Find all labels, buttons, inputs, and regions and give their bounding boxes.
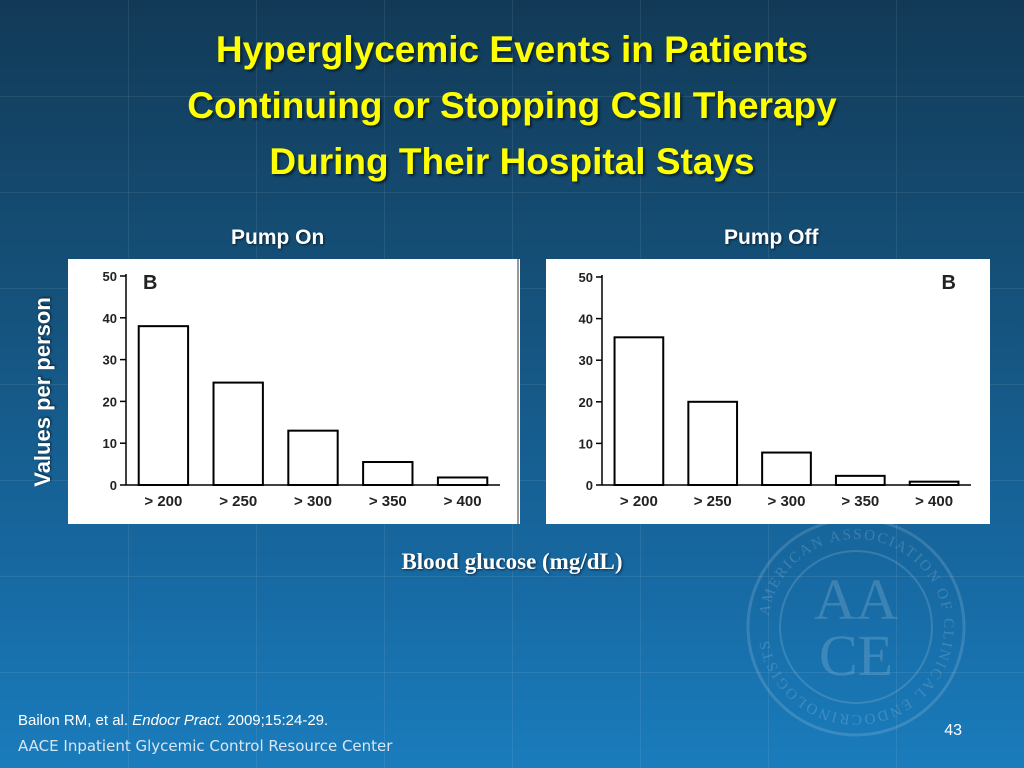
citation: Bailon RM, et al. Endocr Pract. 2009;15:…	[18, 712, 328, 729]
citation-details: 2009;15:24-29.	[223, 712, 329, 729]
y-tick-label: 0	[110, 478, 117, 493]
chart-panel-pump-on: 0 10 20 30 40 50 > 200 > 250 > 300 > 350 > 400 B	[68, 259, 520, 524]
bar	[212, 381, 264, 486]
citation-journal: Endocr Pract.	[132, 712, 224, 729]
y-axis-label: Values per person	[30, 297, 55, 487]
bar	[362, 461, 414, 486]
x-tick-label: > 200	[620, 493, 658, 510]
bar	[834, 474, 886, 487]
x-tick-label: > 250	[219, 493, 257, 510]
x-tick-label: > 200	[144, 493, 182, 510]
slide-title-line-2: Continuing or Stopping CSII Therapy	[187, 85, 837, 126]
panel-letter: B	[143, 272, 157, 294]
panel-title-pump-off: Pump Off	[724, 226, 819, 249]
y-tick-label: 20	[103, 394, 117, 409]
x-tick-label: > 300	[294, 493, 332, 510]
bar	[761, 451, 812, 487]
seal-monogram-bottom: CE	[819, 623, 893, 688]
bar	[137, 325, 190, 486]
slide-title: Hyperglycemic Events in Patients Continu…	[0, 22, 1024, 190]
y-tick-label: 50	[103, 269, 117, 284]
x-tick-label: > 350	[369, 493, 407, 510]
panel-title-pump-on: Pump On	[231, 226, 325, 249]
x-tick-label: > 400	[444, 493, 482, 510]
y-tick-label: 10	[103, 436, 117, 451]
panel-letter: B	[942, 272, 956, 294]
bar	[687, 400, 739, 486]
slide-title-line-1: Hyperglycemic Events in Patients	[215, 29, 809, 70]
x-tick-label: > 400	[915, 493, 953, 510]
seal-monogram-top: AA	[814, 567, 898, 632]
x-tick-label: > 250	[694, 493, 732, 510]
bar-chart-pump-on: 0 10 20 30 40 50 > 200 > 250 > 300 > 350 > 400 B	[103, 259, 519, 524]
footer-organization: AACE Inpatient Glycemic Control Resource…	[18, 737, 393, 755]
x-tick-label: > 350	[841, 493, 879, 510]
y-tick-label: 10	[579, 436, 593, 451]
y-tick-label: 40	[579, 312, 593, 327]
bar-chart-pump-off: 0 10 20 30 40 50 > 200 > 250 > 300 > 350 > 400 B	[579, 270, 971, 510]
y-tick-label: 40	[103, 311, 117, 326]
x-axis-label: Blood glucose (mg/dL)	[401, 549, 623, 574]
chart-panel-pump-off: 0 10 20 30 40 50 > 200 > 250 > 300 > 350 > 400 B	[546, 259, 990, 524]
aace-seal-watermark: AMERICAN ASSOCIATION OF CLINICAL ENDOCRI…	[746, 517, 966, 737]
y-tick-label: 0	[586, 478, 593, 493]
bar	[613, 336, 665, 486]
citation-authors: Bailon RM, et al.	[18, 712, 133, 729]
slide-title-line-3: During Their Hospital Stays	[269, 141, 755, 182]
y-tick-label: 20	[579, 395, 593, 410]
bar	[287, 429, 339, 487]
y-tick-label: 30	[103, 353, 117, 368]
bar	[436, 476, 489, 486]
bar	[908, 480, 960, 486]
y-tick-label: 30	[579, 353, 593, 368]
page-number: 43	[944, 722, 962, 739]
x-tick-label: > 300	[768, 493, 806, 510]
y-tick-label: 50	[579, 270, 593, 285]
